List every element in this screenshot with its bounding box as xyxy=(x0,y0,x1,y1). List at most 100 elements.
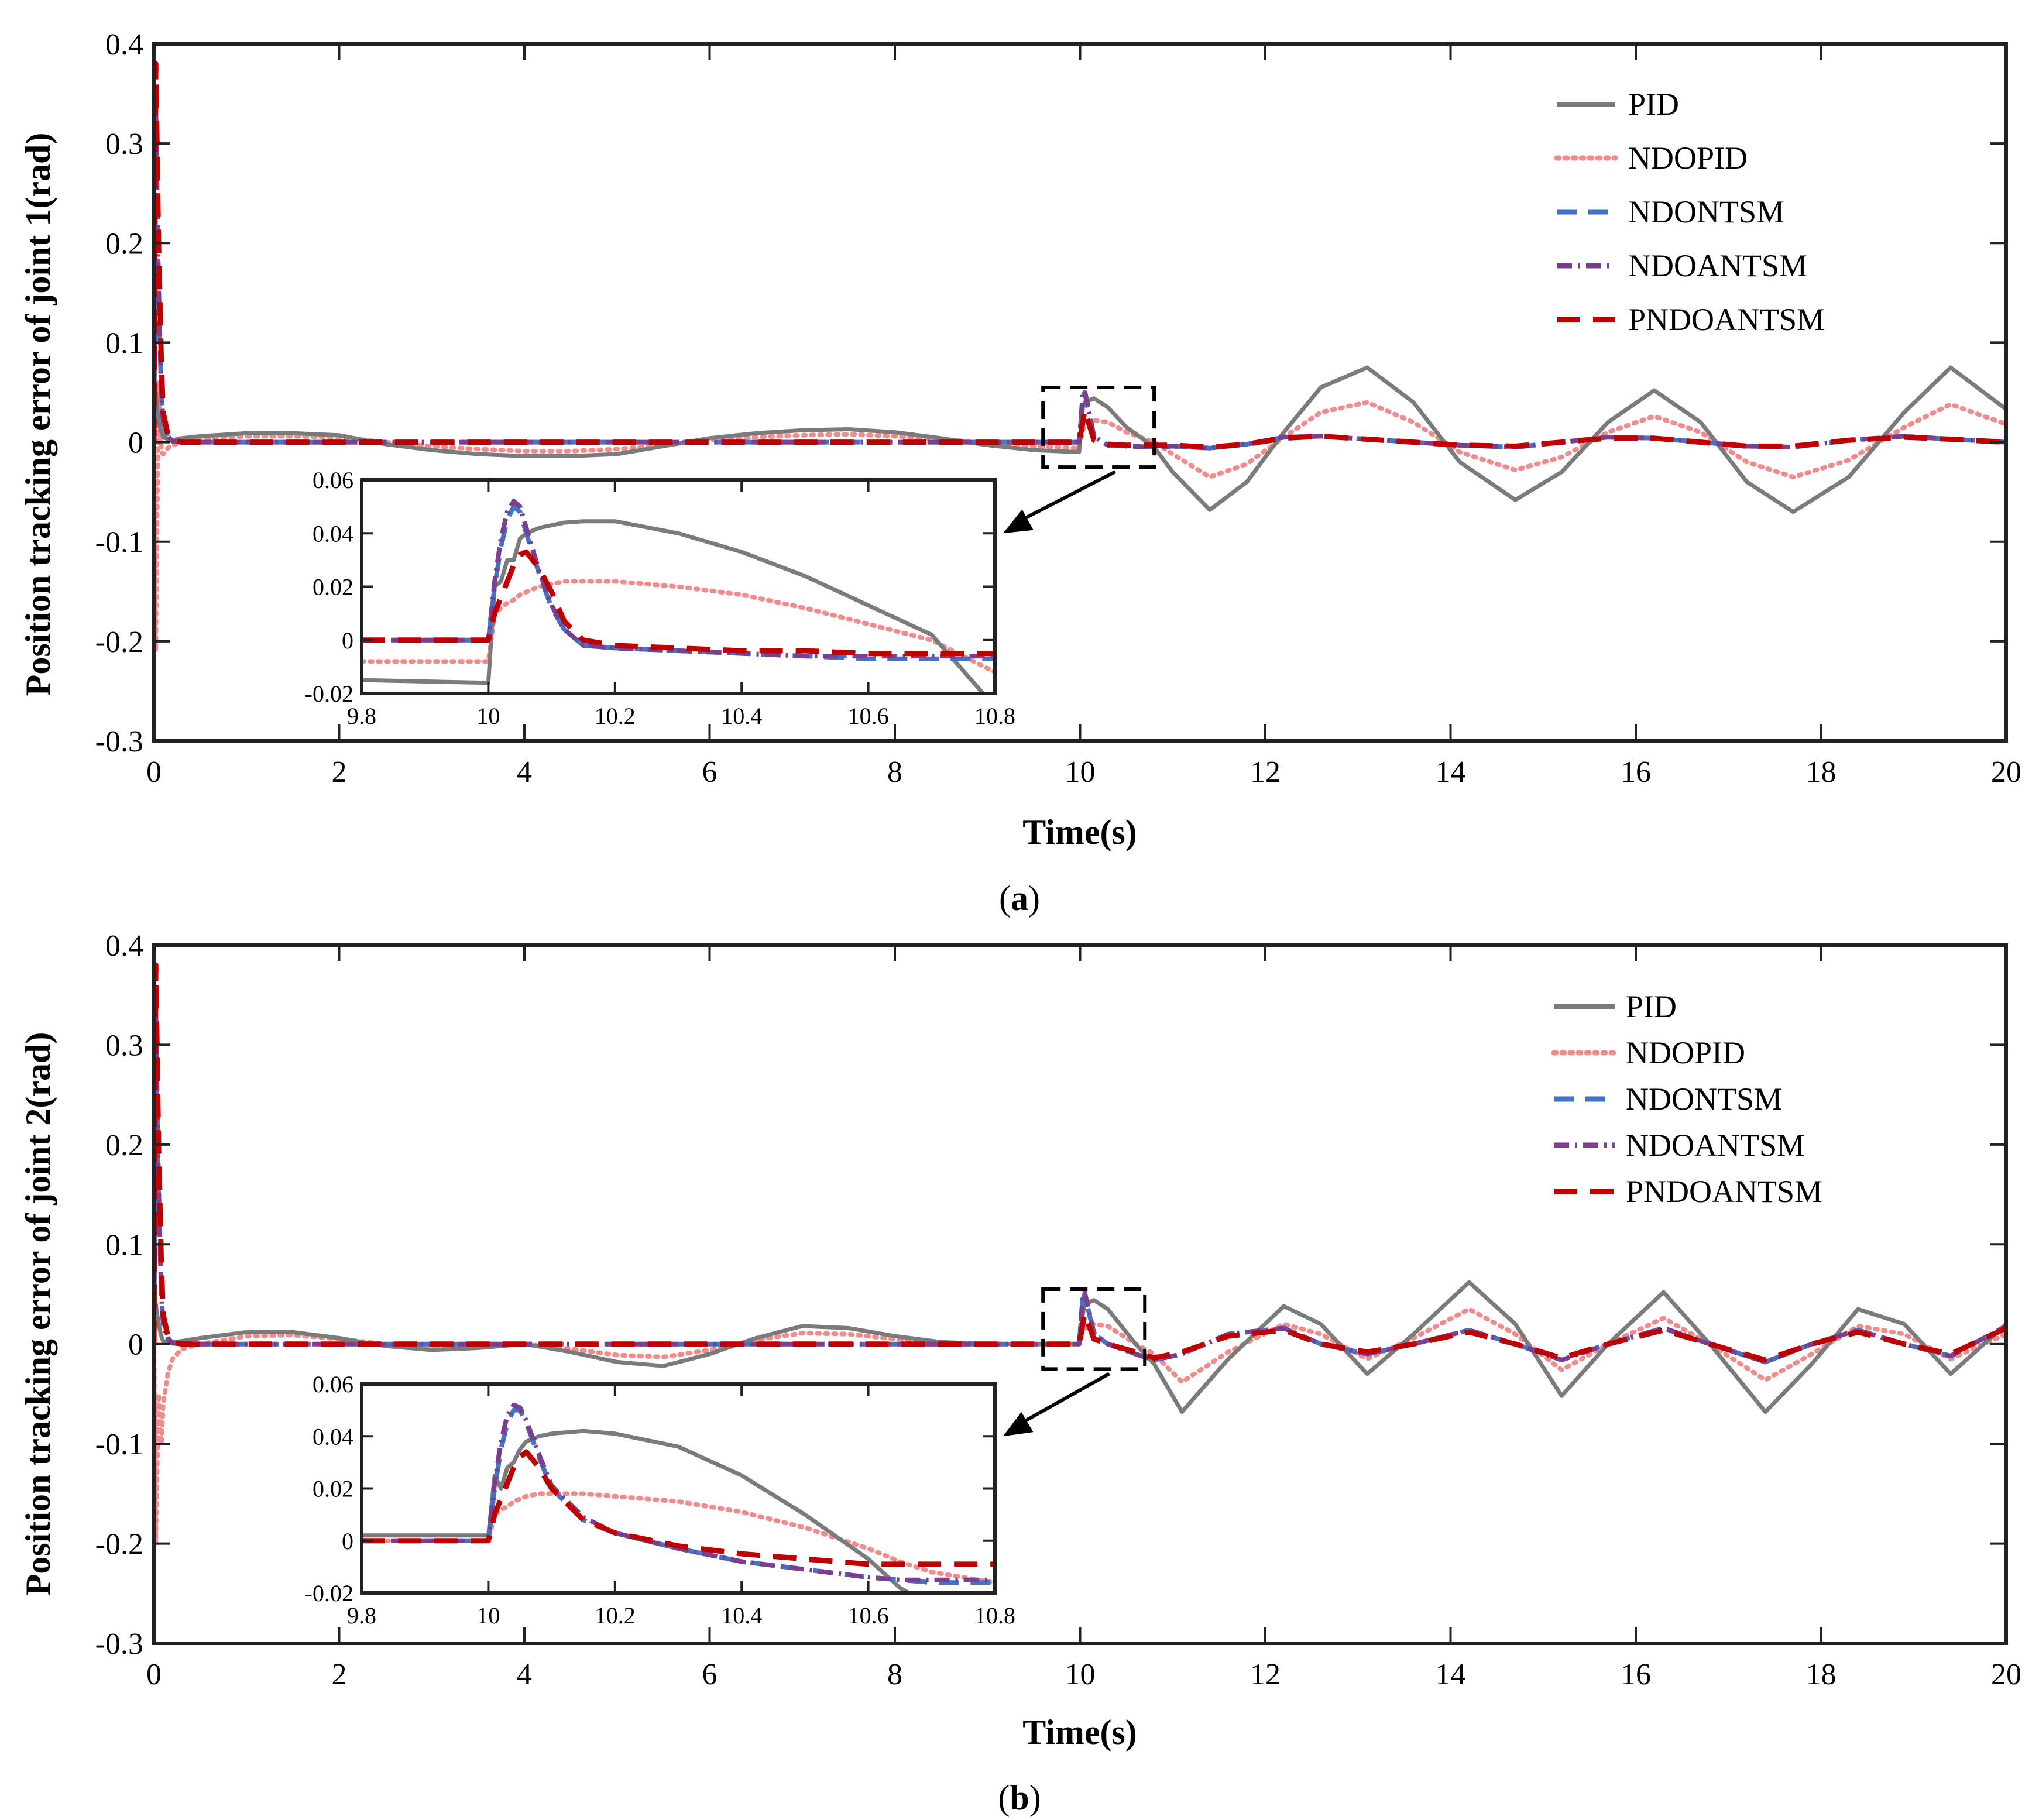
panel-b-ytick-label: 0.4 xyxy=(105,929,143,963)
panel-a-inset-xtick-label: 10.4 xyxy=(721,703,762,729)
panel-b-inset-ytick-label: 0.02 xyxy=(313,1476,353,1502)
panel-b-inset-series-pid xyxy=(362,1428,914,1593)
panel-a-ytick-label: 0.2 xyxy=(105,227,143,260)
panel-a-legend-label-ndoantsm: NDOANTSM xyxy=(1628,248,1807,283)
panel-a-ytick-label: 0 xyxy=(128,427,143,460)
panel-a-inset-ytick-label: 0.06 xyxy=(313,467,353,493)
panel-b-inset-xtick-label: 9.8 xyxy=(347,1602,376,1629)
panel-b-legend-label-ndontsm: NDONTSM xyxy=(1626,1081,1782,1117)
panel-a-inset-ytick-label: -0.02 xyxy=(305,681,353,707)
panel-b-legend-label-pid: PID xyxy=(1626,989,1677,1024)
panel-b-ytick-label: -0.2 xyxy=(95,1528,143,1561)
panel-b-xtick-label: 12 xyxy=(1250,1658,1281,1691)
panel-a-zoom-box xyxy=(1041,385,1156,469)
panel-a-legend-label-ndontsm: NDONTSM xyxy=(1628,194,1784,229)
panel-b: 0 2 4 6 8 10 12 14 16 18 20 -0.3 -0.2 -0.1 0 0.1 0.2 0.3 0… xyxy=(19,929,2021,1817)
panel-b-caption: (b) xyxy=(998,1778,1041,1817)
panel-a-inset-xtick-label: 10.6 xyxy=(848,703,889,729)
panel-b-xtick-label: 6 xyxy=(702,1658,718,1691)
panel-b-xtick-label: 8 xyxy=(887,1658,902,1691)
panel-b-series-pndoantsm xyxy=(154,962,2006,1363)
panel-a-caption-letter: a xyxy=(1011,879,1028,918)
panel-a-ytick-label: 0.1 xyxy=(105,327,143,360)
panel-a-zoom-arrow xyxy=(1020,470,1117,522)
panel-b-ytick-label: 0.2 xyxy=(105,1129,143,1162)
panel-b-legend-label-ndoantsm: NDOANTSM xyxy=(1626,1128,1805,1163)
panel-a-ytick-label: -0.3 xyxy=(95,725,143,758)
panel-b-inset-series-pndoantsm xyxy=(362,1449,995,1567)
panel-a-inset-xtick-label: 9.8 xyxy=(347,703,376,729)
panel-a-xtick-label: 8 xyxy=(887,756,902,789)
panel-a-ytick-label: 0.4 xyxy=(105,28,143,61)
panel-b-zoom-arrow xyxy=(1020,1372,1110,1425)
panel-b-inset-xtick-label: 10 xyxy=(476,1602,500,1629)
panel-a-legend-label-pndoantsm: PNDOANTSM xyxy=(1628,302,1825,337)
panel-a-inset-series-pndoantsm xyxy=(362,549,995,657)
panel-b-inset-xtick-label: 10.8 xyxy=(974,1602,1015,1629)
panel-b-xtick-label: 18 xyxy=(1806,1658,1837,1691)
panel-a-xtick-label: 6 xyxy=(702,756,718,789)
panel-b-inset-series-group xyxy=(362,1402,995,1593)
panel-a-zoom-arrowhead xyxy=(1003,509,1034,534)
panel-a-legend-label-pid: PID xyxy=(1628,87,1679,122)
panel-b-xtick-label: 14 xyxy=(1436,1658,1466,1691)
panel-b-inset-ytick-label: 0 xyxy=(342,1528,353,1554)
panel-b-inset-series-ndopid xyxy=(362,1491,995,1585)
panel-a-xlabel: Time(s) xyxy=(1022,813,1137,851)
panel-a-series-pndoantsm xyxy=(154,61,2006,450)
panel-b-ytick-label: -0.1 xyxy=(95,1428,143,1461)
panel-b-ytick-label: 0.3 xyxy=(105,1029,143,1062)
panel-b-inset-ytick-label: 0.04 xyxy=(313,1423,353,1450)
panel-a-inset-series-ndopid xyxy=(362,579,995,675)
panel-a-ytick-label: -0.2 xyxy=(95,626,143,659)
panel-a-xtick-label: 0 xyxy=(146,756,162,789)
panel-a-ytick-label: -0.1 xyxy=(95,526,143,559)
panel-b-ylabel: Position tracking error of joint 2(rad) xyxy=(19,1032,57,1596)
panel-b-xtick-label: 0 xyxy=(146,1658,162,1691)
panel-a-xtick-label: 12 xyxy=(1250,756,1281,789)
panel-b-ytick-label: -0.3 xyxy=(95,1627,143,1661)
panel-a-ylabel: Position tracking error of joint 1(rad) xyxy=(19,133,57,696)
panel-a-inset-series-group xyxy=(362,499,995,693)
panel-a-inset-ytick-label: 0 xyxy=(342,627,353,654)
panel-b-legend-label-ndopid: NDOPID xyxy=(1626,1035,1745,1070)
panel-b-series-group xyxy=(154,962,2006,1546)
panel-a-xtick-label: 2 xyxy=(332,756,347,789)
panel-a-inset-series-ndoantsm xyxy=(362,499,995,659)
panel-b-zoom-arrowhead xyxy=(1003,1412,1034,1437)
panel-a-series-pid xyxy=(154,365,2006,514)
panel-a-inset-ytick-label: 0.04 xyxy=(313,520,353,547)
panel-a-inset-ytick-label: 0.02 xyxy=(313,574,353,600)
panel-a-inset-xtick-label: 10 xyxy=(476,703,500,729)
panel-a-xtick-label: 16 xyxy=(1621,756,1651,789)
panel-b-ytick-label: 0 xyxy=(128,1328,143,1362)
panel-a-plot-area: 0 2 4 6 8 10 12 14 16 18 20 -0.3 -0.2 -0.1 0 0.1 0.2 0.3 0… xyxy=(95,28,2021,789)
panel-b-inset-ytick-label: -0.02 xyxy=(305,1580,353,1606)
panel-a-legend-label-ndopid: NDOPID xyxy=(1628,140,1748,176)
panel-a: 0 2 4 6 8 10 12 14 16 18 20 -0.3 -0.2 -0.1 0 0.1 0.2 0.3 0… xyxy=(19,28,2021,918)
panel-a-series-group xyxy=(154,61,2006,654)
panel-b-inset-ytick-label: 0.06 xyxy=(313,1371,353,1397)
panel-b-xtick-label: 2 xyxy=(332,1658,347,1691)
panel-b-inset-xtick-label: 10.4 xyxy=(721,1602,762,1629)
panel-a-caption: (a) xyxy=(999,879,1040,918)
panel-b-plot-area: 0 2 4 6 8 10 12 14 16 18 20 -0.3 -0.2 -0.1 0 0.1 0.2 0.3 0… xyxy=(95,929,2021,1691)
panel-a-xtick-label: 10 xyxy=(1065,756,1096,789)
panel-b-xtick-label: 10 xyxy=(1065,1658,1096,1691)
panel-a-inset-xtick-label: 10.2 xyxy=(595,703,636,729)
panel-a-ytick-label: 0.3 xyxy=(105,128,143,161)
panel-a-inset-series-pid xyxy=(362,519,986,693)
panel-b-inset-xtick-label: 10.2 xyxy=(595,1602,636,1629)
panel-b-xtick-label: 4 xyxy=(517,1658,532,1691)
panel-b-caption-letter: b xyxy=(1010,1778,1029,1817)
panel-a-series-ndopid xyxy=(154,380,2006,654)
panel-b-xtick-label: 20 xyxy=(1991,1658,2021,1691)
panel-a-xtick-label: 4 xyxy=(517,756,532,789)
panel-b-zoom-box xyxy=(1041,1287,1147,1371)
panel-b-ytick-label: 0.1 xyxy=(105,1228,143,1262)
panel-b-xlabel: Time(s) xyxy=(1022,1713,1137,1752)
panel-a-xtick-label: 18 xyxy=(1806,756,1837,789)
panel-b-series-ndopid xyxy=(154,1307,2006,1546)
